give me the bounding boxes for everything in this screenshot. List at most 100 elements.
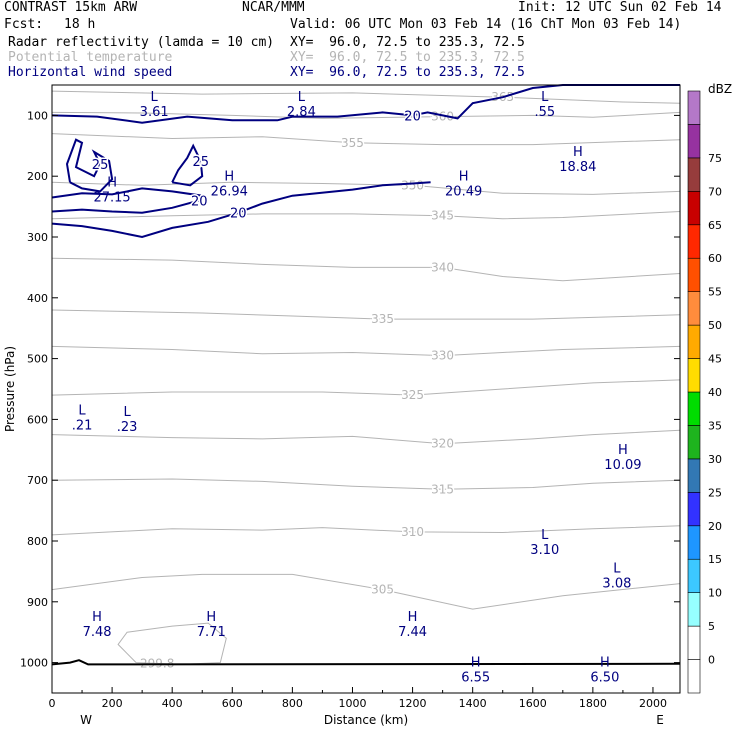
terrain-surface: [51, 659, 681, 666]
wind-contour-25: [65, 138, 114, 193]
extremum-type: H: [107, 175, 117, 190]
x-tick-label: 1800: [579, 697, 607, 710]
extremum-type: H: [471, 656, 481, 671]
theta-contour-330: [51, 345, 681, 357]
y-tick-label: 300: [27, 231, 48, 244]
wind-contours: 20 20 20 25 25: [51, 84, 680, 239]
colorbar-bin: [687, 124, 701, 159]
init-time: Init: 12 UTC Sun 02 Feb 14: [518, 0, 722, 15]
extremum-type: L: [123, 405, 131, 420]
extremum-type: H: [92, 610, 102, 625]
theta-contour-label: 350: [401, 178, 424, 192]
theta-contour-label: 320: [431, 437, 454, 451]
extremum-type: L: [78, 403, 86, 418]
wind-contour-label: 20: [230, 207, 247, 222]
y-tick-label: 800: [27, 535, 48, 548]
colorbar-bin: [687, 525, 701, 560]
colorbar-bin: [687, 625, 701, 660]
extremum-type: H: [408, 610, 418, 625]
x-tick-label: 200: [102, 697, 123, 710]
colorbar-label: 70: [708, 185, 722, 198]
plot-frame: [51, 84, 681, 694]
extremum-value: 18.84: [559, 160, 596, 175]
extremum-type: L: [541, 528, 549, 543]
forecast-label: Fcst:: [4, 17, 44, 32]
colorbar-label: 20: [708, 520, 722, 533]
colorbar-label: 45: [708, 353, 722, 366]
colorbar-label: 50: [708, 319, 722, 332]
colorbar-bin: [687, 425, 701, 460]
theta-contour-310: [51, 525, 681, 536]
extremum-value: 7.71: [197, 625, 226, 640]
y-tick-label: 500: [27, 353, 48, 366]
theta-contour-340: [51, 257, 681, 282]
extremum-value: 2.84: [287, 105, 316, 120]
extremum-type: H: [618, 443, 628, 458]
y-axis-label: Pressure (hPa): [3, 346, 17, 432]
theta-contour-305: [51, 573, 681, 610]
wind-contour-label: 25: [92, 158, 109, 173]
x-tick-label: 600: [222, 697, 243, 710]
terrain-line: [51, 659, 681, 666]
extremum-value: 26.94: [211, 184, 248, 199]
colorbar-bin: [687, 558, 701, 593]
colorbar-bin: [687, 358, 701, 393]
extremum-type: H: [224, 169, 234, 184]
field-xy-theta: XY= 96.0, 72.5 to 235.3, 72.5: [290, 50, 525, 65]
org-label: NCAR/MMM: [242, 0, 305, 15]
colorbar-bin: [687, 458, 701, 493]
colorbar-bin: [687, 157, 701, 192]
y-tick-label: 700: [27, 474, 48, 487]
extremum-value: 3.61: [140, 105, 169, 120]
wind-contour-20: [51, 187, 204, 214]
colorbar-bin: [687, 391, 701, 426]
extremum-type: H: [206, 610, 216, 625]
wind-contour-20: [51, 84, 680, 124]
extremum-type: L: [298, 90, 306, 105]
extremum-value: 7.48: [83, 625, 112, 640]
theta-contour-label: 315: [431, 482, 454, 496]
colorbar-label: 5: [708, 620, 715, 633]
colorbar-label: 35: [708, 419, 722, 432]
colorbar-label: 15: [708, 553, 722, 566]
colorbar-bin: [687, 324, 701, 359]
extrema-labels: L3.61L2.84L.55H18.84H27.15H26.94H20.49L.…: [72, 90, 642, 685]
x-tick-label: 1000: [338, 697, 366, 710]
theta-contour-365: [51, 90, 681, 104]
y-tick-label: 100: [27, 109, 48, 122]
colorbar-label: 65: [708, 219, 722, 232]
x-tick-label: 400: [162, 697, 183, 710]
extremum-value: .23: [117, 420, 138, 435]
theta-contour-label: 360: [431, 110, 454, 124]
forecast-hour: 18 h: [64, 17, 96, 32]
extremum-value: 3.08: [602, 576, 631, 591]
colorbar-label: 30: [708, 453, 722, 466]
extremum-value: .55: [534, 105, 555, 120]
x-tick-label: 1200: [399, 697, 427, 710]
colorbar-label: 25: [708, 486, 722, 499]
field-name-reflectivity: Radar reflectivity (lamda = 10 cm): [8, 35, 275, 50]
extremum-value: 6.50: [590, 671, 619, 686]
x-tick-label: 800: [282, 697, 303, 710]
theta-contour-335: [51, 309, 681, 320]
x-axis-right-label: E: [656, 713, 664, 727]
theta-contour-label: 335: [371, 312, 394, 326]
theta-contours: 3653603553503453403353303253203153103052…: [51, 89, 681, 670]
x-tick-label: 1600: [519, 697, 547, 710]
colorbar-label: 60: [708, 252, 722, 265]
theta-contour-label: 340: [431, 260, 454, 274]
colorbar-bin: [687, 257, 701, 292]
extremum-type: H: [573, 145, 583, 160]
colorbar-label: 10: [708, 587, 722, 600]
colorbar-bin: [687, 224, 701, 259]
wind-contour-label: 20: [404, 109, 421, 124]
colorbar-bin: [687, 492, 701, 527]
colorbar-label: 55: [708, 286, 722, 299]
x-tick-label: 0: [49, 697, 56, 710]
field-xy-wind: XY= 96.0, 72.5 to 235.3, 72.5: [290, 65, 525, 80]
extremum-value: 27.15: [93, 190, 130, 205]
extremum-value: 20.49: [445, 184, 482, 199]
theta-contour-label: 305: [371, 583, 394, 597]
field-xy-reflectivity: XY= 96.0, 72.5 to 235.3, 72.5: [290, 35, 525, 50]
